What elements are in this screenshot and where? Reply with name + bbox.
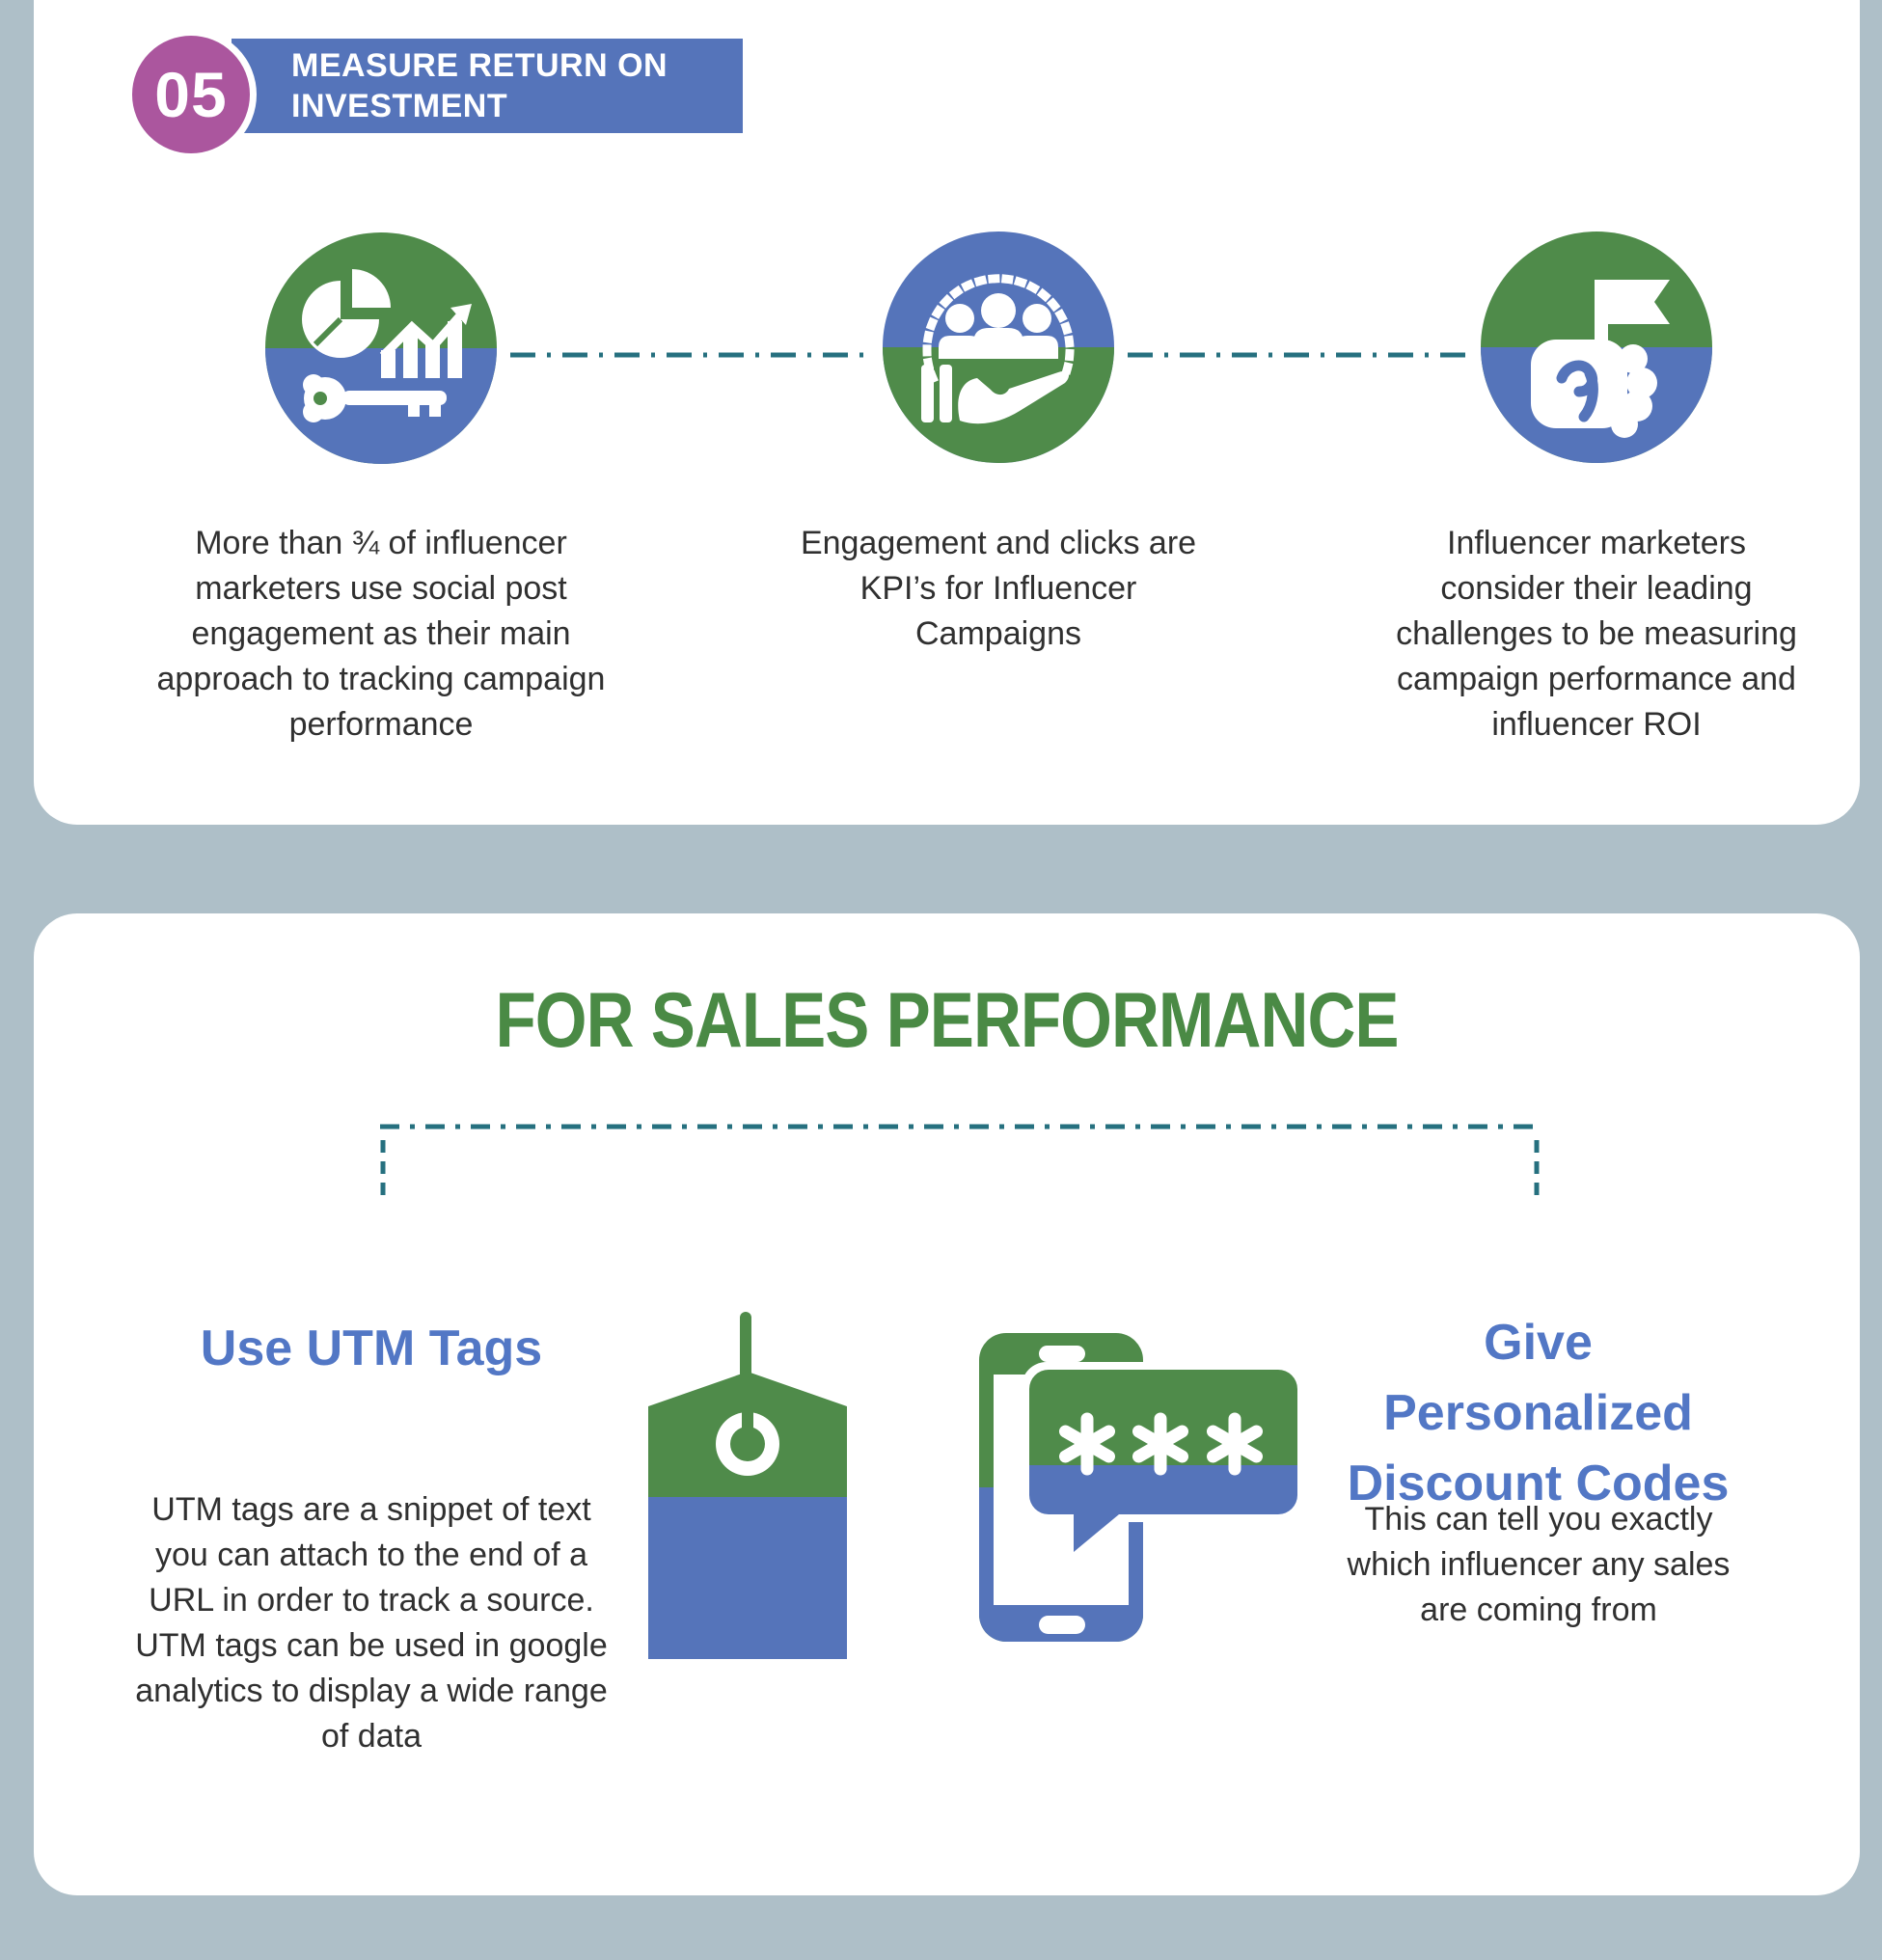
step-number: 05 [154,59,228,130]
dashed-bracket [380,1124,1540,1201]
discount-codes-body: This can tell you exactly which influenc… [1347,1501,1731,1628]
roi-item-text: Engagement and clicks are KPI’s for Infl… [800,525,1197,652]
discount-codes-heading: Give Personalized Discount Codes [1323,1308,1753,1519]
sales-section-card [34,913,1860,1895]
utm-tags-body: UTM tags are a snippet of text you can a… [135,1491,608,1755]
roi-section-card: MEASURE RETURN ON INVESTMENT 05 [34,0,1860,825]
step-title-banner: MEASURE RETURN ON INVESTMENT [232,39,743,133]
analytics-key-icon [265,232,497,464]
audience-in-hand-icon [883,231,1114,463]
roi-item-text: More than ¾ of influencer marketers use … [156,525,606,743]
discount-codes-heading-line1: Give Personalized [1383,1315,1693,1441]
dashed-connector [510,352,871,358]
fist-holding-flag-icon [1481,231,1712,463]
price-tag-icon [632,1304,859,1671]
utm-tags-heading: Use UTM Tags [200,1320,543,1376]
sales-section-title: FOR SALES PERFORMANCE [495,977,1399,1064]
roi-item-text: Influencer marketers consider their lead… [1396,525,1797,743]
discount-codes-heading-line2: Discount Codes [1347,1456,1730,1511]
dashed-connector [1128,352,1469,358]
step-title: MEASURE RETURN ON INVESTMENT [291,46,668,125]
phone-discount-code-icon [968,1326,1305,1659]
step-number-badge: 05 [125,29,257,160]
